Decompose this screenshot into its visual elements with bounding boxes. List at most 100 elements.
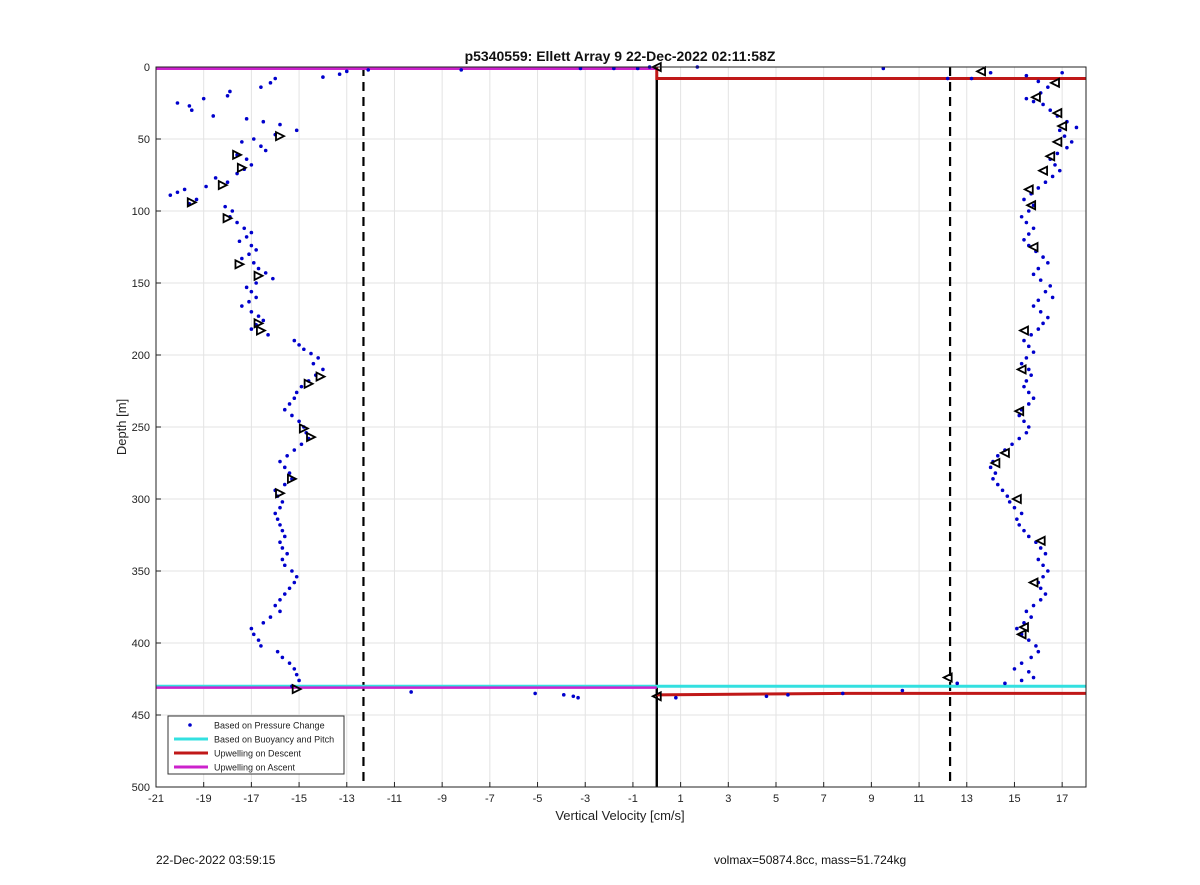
pressure-change-point [344,69,349,74]
pressure-change-point [280,655,285,660]
pressure-change-point [282,534,287,539]
pressure-change-point [1022,338,1026,343]
buoyancy-pitch-marker [989,457,1001,469]
pressure-change-point [261,318,266,323]
pressure-change-point [251,261,256,265]
pressure-change-point [278,540,282,544]
pressure-change-point [261,119,266,124]
buoyancy-pitch-marker [1051,136,1063,148]
pressure-change-point [1041,321,1045,326]
pressure-change-point [1031,603,1036,608]
y-tick-labels: 0 50 100 150 200 250 300 350 400 450 500 [132,62,161,794]
pressure-change-point [194,197,199,202]
pressure-change-point [1012,667,1017,671]
buoyancy-pitch-marker [1010,493,1022,505]
pressure-change-point [292,448,297,452]
buoyancy-pitch-marker [1034,535,1046,547]
legend-label: Based on Pressure Change [214,721,325,731]
buoyancy-pitch-marker [222,212,234,224]
pressure-change-point [1036,186,1041,190]
pressure-change-point [409,690,413,694]
pressure-change-point [988,70,993,75]
legend-box [167,715,345,775]
pressure-change-point [321,75,325,79]
x-tick-label: -17 [243,793,259,805]
pressure-change-point [1026,670,1031,674]
pressure-change-point [256,266,261,271]
pressure-change-point [280,528,285,533]
buoyancy-pitch-marker [186,196,198,208]
pressure-change-point [1029,615,1033,619]
buoyancy-pitch-marker [253,270,265,282]
legend-marker [188,723,192,727]
pressure-change-point [1017,436,1022,441]
x-tick-label: -15 [291,793,307,805]
pressure-change-point [1048,108,1053,112]
pressure-change-point [254,248,258,252]
pressure-change-point [299,384,304,389]
pressure-change-point [1036,557,1041,562]
pressure-change-point [302,347,306,352]
pressure-change-point [1022,419,1026,424]
pressure-change-point [1019,661,1024,665]
pressure-change-point [1038,546,1043,550]
pressure-change-point [1041,574,1045,579]
pressure-change-point [635,66,640,71]
pressure-change-point [459,68,464,72]
y-tick-label: 350 [132,566,150,578]
y-tick-label: 150 [132,278,150,290]
buoyancy-pitch-marker [236,162,248,174]
pressure-change-point [337,72,342,76]
buoyancy-pitch-marker [1017,621,1029,633]
upwelling-descent-line [656,691,1086,697]
pressure-change-point [1017,523,1022,527]
pressure-change-point [247,252,251,256]
x-tick-label: 9 [868,793,874,805]
pressure-change-point [244,157,249,161]
pressure-change-point [533,691,537,696]
pressure-change-point [211,114,216,118]
pressure-change-point [230,209,235,213]
pressure-change-point [1024,73,1029,78]
pressure-change-point [1024,379,1029,383]
x-tick-label: -1 [628,793,638,805]
pressure-change-point [282,563,287,568]
pressure-change-point [1038,586,1043,591]
pressure-change-point [275,517,280,521]
pressure-change-point [1022,197,1026,202]
pressure-change-point [1019,678,1024,683]
pressure-change-point [881,66,886,71]
pressure-change-point [299,442,304,447]
pressure-change-point [294,672,299,677]
pressure-change-point [1046,261,1050,265]
pressure-change-point [840,691,845,696]
pressure-change-point [256,314,261,318]
pressure-change-point [311,361,316,366]
legend-label: Based on Buoyancy and Pitch [214,735,334,745]
pressure-change-point [1019,511,1024,516]
pressure-change-point [1038,310,1043,314]
buoyancy-pitch-marker [298,422,310,434]
pressure-change-point [1026,402,1031,406]
y-tick-label: 0 [144,62,150,74]
buoyancy-pitch-marker [1027,577,1039,588]
pressure-change-point [1060,70,1064,75]
x-tick-label: -21 [148,793,164,805]
pressure-change-point [292,396,297,401]
pressure-change-point [268,81,273,85]
pressure-change-point [1022,528,1026,533]
pressure-change-point [1031,675,1036,680]
pressure-change-point [1041,102,1045,107]
pressure-change-point [1022,384,1026,389]
y-tick-label: 100 [132,206,150,218]
pressure-change-point [1029,655,1033,660]
pressure-change-point [309,351,313,356]
pressure-change-point [1024,356,1029,360]
x-tick-label: 7 [821,793,827,805]
pressure-change-point [316,356,320,360]
pressure-change-point [187,104,192,108]
pressure-change-point [294,128,299,133]
x-tick-label: 3 [725,793,731,805]
buoyancy-pitch-marker [1013,405,1025,417]
pressure-change-point [1036,79,1041,84]
